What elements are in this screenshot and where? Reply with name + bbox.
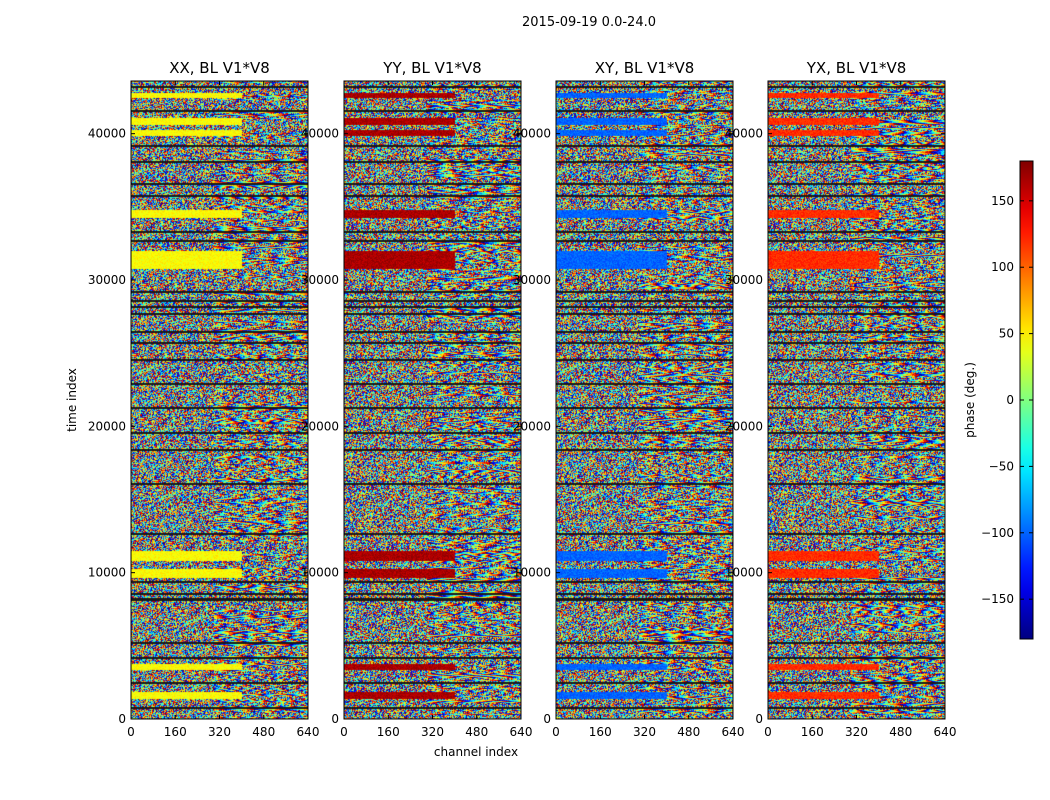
y-tick-label: 40000	[88, 127, 126, 141]
x-tick-label: 480	[465, 725, 488, 739]
y-tick-label: 40000	[725, 127, 763, 141]
x-tick-label: 640	[510, 725, 533, 739]
colorbar-tick-label: −50	[989, 459, 1014, 473]
colorbar-tick-label: 100	[991, 260, 1014, 274]
x-tick-label: 320	[633, 725, 656, 739]
y-tick-label: 0	[331, 712, 339, 726]
panel-1: XX, BL V1*V8 0 160 320 480 640 0 10000 20000 3000…	[88, 59, 320, 739]
x-tick-label: 320	[421, 725, 444, 739]
panel-3: XY, BL V1*V8 0 160 320 480 640 0 10000 20000 3000…	[513, 59, 745, 739]
x-tick-label: 160	[589, 725, 612, 739]
y-tick-label: 10000	[725, 566, 763, 580]
x-tick-label: 160	[801, 725, 824, 739]
y-tick-label: 30000	[513, 273, 551, 287]
x-tick-label: 480	[889, 725, 912, 739]
x-tick-label: 160	[377, 725, 400, 739]
y-tick-label: 10000	[88, 566, 126, 580]
phase-image	[556, 81, 733, 719]
x-tick-label: 480	[252, 725, 275, 739]
y-tick-label: 30000	[725, 273, 763, 287]
y-tick-label: 10000	[513, 566, 551, 580]
x-tick-label: 640	[722, 725, 745, 739]
y-tick-label: 40000	[513, 127, 551, 141]
colorbar-tick-label: −150	[981, 592, 1014, 606]
phase-image	[131, 81, 308, 719]
figure-title: 2015-09-19 0.0-24.0	[522, 15, 656, 30]
panel-title: XY, BL V1*V8	[595, 59, 695, 77]
phase-image	[768, 81, 945, 719]
figure: 2015-09-19 0.0-24.0 XX, BL V1*V8 0 160 320 4…	[0, 0, 1050, 800]
panel-title: YY, BL V1*V8	[382, 59, 481, 77]
y-tick-label: 30000	[301, 273, 339, 287]
panel-title: XX, BL V1*V8	[169, 59, 270, 77]
colorbar: 150 100 50 0 −50 −100 −150	[981, 161, 1033, 639]
x-axis-label: channel index	[434, 745, 518, 759]
x-tick-label: 160	[164, 725, 187, 739]
colorbar-tick-label: 150	[991, 194, 1014, 208]
y-tick-label: 0	[543, 712, 551, 726]
panel-4: YX, BL V1*V8 0 160 320 480 640 0 10000 20000 3000…	[725, 59, 957, 739]
x-tick-label: 0	[552, 725, 560, 739]
panel-2: YY, BL V1*V8 0 160 320 480 640 0 10000 20000 3000…	[301, 59, 533, 739]
y-tick-label: 30000	[88, 273, 126, 287]
phase-image	[344, 81, 521, 719]
colorbar-tick-label: 0	[1006, 393, 1014, 407]
x-tick-label: 320	[208, 725, 231, 739]
x-tick-label: 480	[677, 725, 700, 739]
x-tick-label: 640	[934, 725, 957, 739]
colorbar-tick-label: −100	[981, 526, 1014, 540]
x-tick-label: 0	[340, 725, 348, 739]
y-tick-label: 40000	[301, 127, 339, 141]
panel-title: YX, BL V1*V8	[806, 59, 907, 77]
y-axis-label: time index	[65, 368, 79, 432]
y-tick-label: 20000	[301, 419, 339, 433]
y-tick-label: 0	[755, 712, 763, 726]
x-tick-label: 0	[764, 725, 772, 739]
y-tick-label: 20000	[725, 419, 763, 433]
x-tick-label: 640	[297, 725, 320, 739]
y-tick-label: 10000	[301, 566, 339, 580]
y-tick-label: 0	[118, 712, 126, 726]
colorbar-label: phase (deg.)	[963, 362, 977, 438]
panels-group: XX, BL V1*V8 0 160 320 480 640 0 10000 20000 3000…	[88, 59, 957, 739]
x-tick-label: 0	[127, 725, 135, 739]
x-tick-label: 320	[845, 725, 868, 739]
y-tick-label: 20000	[88, 419, 126, 433]
colorbar-tick-label: 50	[999, 327, 1014, 341]
y-tick-label: 20000	[513, 419, 551, 433]
